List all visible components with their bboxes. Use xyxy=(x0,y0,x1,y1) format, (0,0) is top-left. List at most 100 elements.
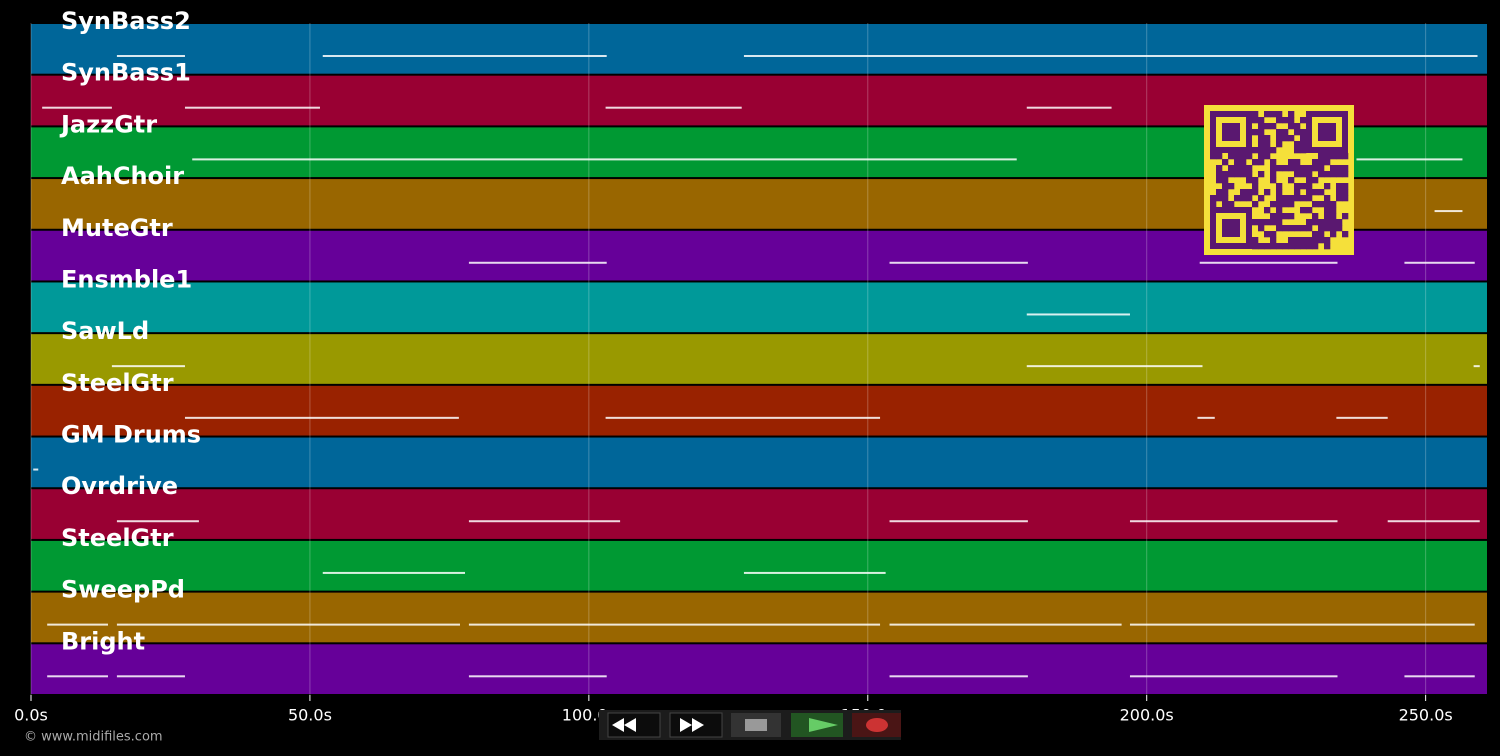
forward-button[interactable] xyxy=(669,712,723,738)
qr-cell xyxy=(1246,177,1253,184)
forward-icon xyxy=(680,718,704,732)
play-button[interactable] xyxy=(791,713,843,737)
qr-cell xyxy=(1300,183,1307,190)
qr-cell xyxy=(1270,165,1277,172)
copyright: © www.midifiles.com xyxy=(24,730,163,745)
qr-cell xyxy=(1288,165,1295,172)
record-button[interactable] xyxy=(852,713,901,737)
qr-cell xyxy=(1324,207,1331,214)
qr-cell xyxy=(1228,153,1235,160)
qr-cell xyxy=(1318,153,1325,160)
qr-cell xyxy=(1228,171,1235,178)
qr-cell xyxy=(1300,171,1307,178)
note-span xyxy=(468,623,881,626)
qr-cell xyxy=(1270,147,1277,154)
qr-cell xyxy=(1258,243,1265,250)
qr-cell xyxy=(1288,225,1295,232)
note-span xyxy=(889,675,1028,678)
rewind-button[interactable] xyxy=(607,712,661,738)
qr-cell xyxy=(1276,111,1283,118)
qr-cell xyxy=(1270,111,1277,118)
track-name: SweepPd xyxy=(61,576,185,604)
qr-cell xyxy=(1228,165,1235,172)
qr-cell xyxy=(1312,243,1319,250)
qr-cell xyxy=(1264,219,1271,226)
rewind-icon xyxy=(612,718,636,732)
qr-cell xyxy=(1222,189,1229,196)
qr-cell xyxy=(1324,201,1331,208)
qr-cell xyxy=(1282,135,1289,142)
qr-cell xyxy=(1252,111,1259,118)
qr-cell xyxy=(1294,147,1301,154)
qr-cell xyxy=(1324,213,1331,220)
qr-finder xyxy=(1318,123,1336,141)
qr-cell xyxy=(1282,195,1289,202)
qr-cell xyxy=(1234,153,1241,160)
note-span xyxy=(192,158,1017,161)
qr-cell xyxy=(1258,141,1265,148)
qr-cell xyxy=(1294,243,1301,250)
qr-cell xyxy=(1324,159,1331,166)
qr-cell xyxy=(1294,171,1301,178)
qr-cell xyxy=(1288,117,1295,124)
qr-cell xyxy=(1294,225,1301,232)
qr-cell xyxy=(1270,123,1277,130)
qr-cell xyxy=(1270,243,1277,250)
qr-cell xyxy=(1318,231,1325,238)
note-span xyxy=(47,623,108,626)
qr-cell xyxy=(1300,195,1307,202)
qr-cell xyxy=(1276,207,1283,214)
note-span xyxy=(111,365,185,368)
qr-cell xyxy=(1270,237,1277,244)
qr-cell xyxy=(1252,201,1259,208)
qr-cell xyxy=(1270,177,1277,184)
qr-cell xyxy=(1294,141,1301,148)
qr-cell xyxy=(1336,183,1343,190)
qr-cell xyxy=(1264,207,1271,214)
track-name: Bright xyxy=(61,627,145,655)
qr-cell xyxy=(1264,153,1271,160)
track-band xyxy=(31,282,1487,333)
qr-cell xyxy=(1306,219,1313,226)
qr-cell xyxy=(1216,165,1223,172)
note-span xyxy=(47,675,108,678)
qr-cell xyxy=(1324,171,1331,178)
note-span xyxy=(605,106,742,109)
track-name: GM Drums xyxy=(61,421,201,449)
qr-cell xyxy=(1306,177,1313,184)
qr-cell xyxy=(1258,225,1265,232)
qr-cell xyxy=(1294,195,1301,202)
qr-cell xyxy=(1294,159,1301,166)
track-name: JazzGtr xyxy=(59,110,157,138)
note-span xyxy=(468,675,607,678)
qr-cell xyxy=(1330,165,1337,172)
qr-cell xyxy=(1270,171,1277,178)
qr-cell xyxy=(1306,195,1313,202)
qr-cell xyxy=(1300,237,1307,244)
qr-cell xyxy=(1210,201,1217,208)
qr-cell xyxy=(1306,165,1313,172)
qr-cell xyxy=(1258,219,1265,226)
track-name: SawLd xyxy=(61,317,149,345)
note-span xyxy=(1129,623,1475,626)
qr-cell xyxy=(1342,183,1349,190)
note-span xyxy=(1026,313,1130,316)
qr-cell xyxy=(1330,201,1337,208)
qr-cell xyxy=(1246,153,1253,160)
qr-cell xyxy=(1336,225,1343,232)
note-span xyxy=(322,571,466,574)
qr-cell xyxy=(1252,117,1259,124)
qr-cell xyxy=(1306,189,1313,196)
qr-cell xyxy=(1258,117,1265,124)
qr-cell xyxy=(1216,177,1223,184)
qr-cell xyxy=(1240,189,1247,196)
note-span xyxy=(1434,210,1463,213)
note-span xyxy=(743,55,1478,57)
note-span xyxy=(468,520,621,523)
qr-cell xyxy=(1258,135,1265,142)
x-tick-label: 0.0s xyxy=(14,706,48,725)
stop-button[interactable] xyxy=(731,713,781,737)
play-icon xyxy=(809,718,838,732)
x-tick-label: 250.0s xyxy=(1399,706,1453,725)
